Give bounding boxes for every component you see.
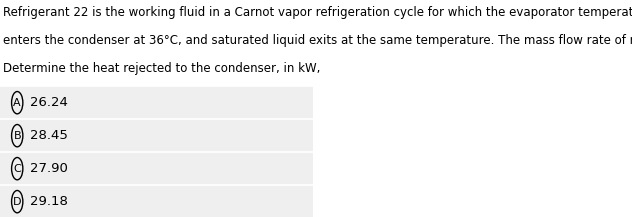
Text: enters the condenser at 36°C, and saturated liquid exits at the same temperature: enters the condenser at 36°C, and satura… — [3, 34, 632, 47]
FancyBboxPatch shape — [0, 119, 313, 152]
Text: 26.24: 26.24 — [30, 96, 68, 109]
FancyBboxPatch shape — [0, 86, 313, 119]
Text: Refrigerant 22 is the working fluid in a Carnot vapor refrigeration cycle for wh: Refrigerant 22 is the working fluid in a… — [3, 6, 632, 19]
Text: D: D — [13, 197, 21, 207]
Text: B: B — [13, 131, 21, 141]
FancyBboxPatch shape — [0, 152, 313, 185]
Text: 28.45: 28.45 — [30, 129, 68, 142]
Text: Determine the heat rejected to the condenser, in kW,: Determine the heat rejected to the conde… — [3, 62, 320, 75]
Text: 27.90: 27.90 — [30, 162, 68, 175]
Text: C: C — [13, 164, 21, 174]
Text: 29.18: 29.18 — [30, 195, 68, 208]
Text: A: A — [13, 98, 21, 108]
FancyBboxPatch shape — [0, 185, 313, 217]
